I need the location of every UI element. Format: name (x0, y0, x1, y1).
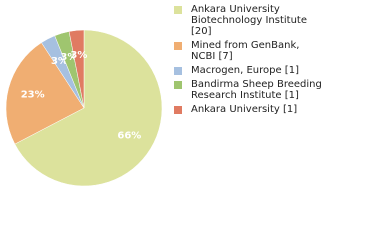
legend-swatch (174, 81, 182, 89)
pie-slice (5, 42, 85, 145)
pie-chart: 66% 23% 3%3%3% (5, 29, 163, 187)
legend-label: Bandirma Sheep Breeding Research Institu… (191, 79, 322, 101)
legend-item: Bandirma Sheep Breeding Research Institu… (174, 79, 324, 101)
legend-swatch (174, 42, 182, 50)
legend-label: Ankara University [1] (191, 104, 298, 115)
legend-item: Ankara University [1] (174, 104, 324, 115)
slice-label: 23% (21, 90, 45, 101)
legend-swatch (174, 67, 182, 75)
legend-swatch (174, 6, 182, 14)
legend-swatch (174, 106, 182, 114)
pie-slice (14, 29, 163, 187)
legend-label: Mined from GenBank, NCBI [7] (191, 40, 300, 62)
legend: Ankara University Biotechnology Institut… (174, 4, 324, 118)
legend-label: Macrogen, Europe [1] (191, 65, 299, 76)
pie-slice (68, 29, 85, 109)
legend-label: Ankara University Biotechnology Institut… (191, 4, 307, 37)
slice-label: 3% (51, 56, 68, 67)
legend-item: Ankara University Biotechnology Institut… (174, 4, 324, 37)
legend-item: Macrogen, Europe [1] (174, 65, 324, 76)
slice-label: 66% (117, 130, 141, 141)
legend-item: Mined from GenBank, NCBI [7] (174, 40, 324, 62)
slice-label: 3% (70, 50, 87, 61)
slice-label: 3% (60, 52, 77, 63)
